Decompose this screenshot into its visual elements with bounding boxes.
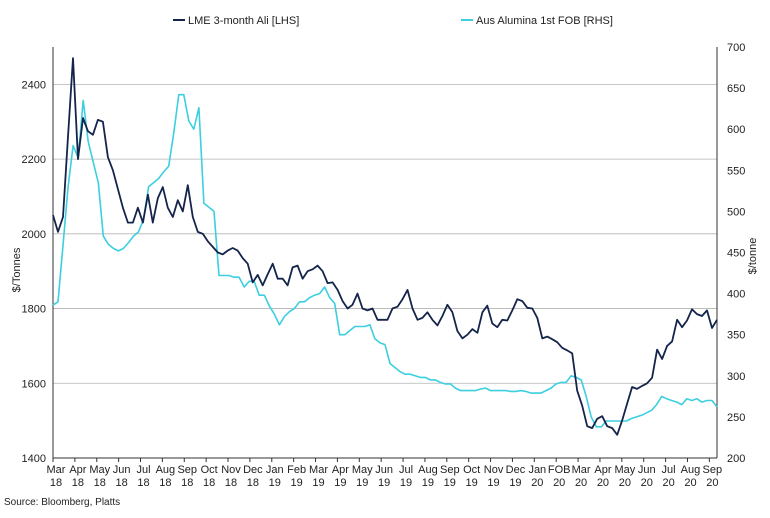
y-tick-label-right: 550 [727, 165, 745, 177]
x-tick-label-month: Apr [69, 464, 86, 476]
series-group [52, 57, 718, 436]
x-tick-label-year: 18 [137, 477, 149, 489]
x-tick-label-year: 19 [334, 477, 346, 489]
x-tick-label-month: May [614, 464, 635, 476]
x-tick-label-month: Aug [418, 464, 438, 476]
x-tick-label-month: Jun [113, 464, 131, 476]
y-tick-label-right: 600 [727, 124, 745, 136]
y-tick-label-right: 650 [727, 83, 745, 95]
axes [52, 47, 718, 459]
y-tick-label-left: 1400 [22, 453, 46, 465]
x-tick-label-month: Nov [221, 464, 241, 476]
x-tick-label-year: 19 [291, 477, 303, 489]
x-tick-label-year: 18 [225, 477, 237, 489]
x-tick-label-month: Jun [638, 464, 656, 476]
legend: LME 3-month Ali [LHS] Aus Alumina 1st FO… [173, 15, 613, 27]
x-axis-ticks: Mar18Apr18May18Jun18Jul18Aug18Sep18Oct18… [47, 458, 723, 489]
x-tick-label-month: Feb [287, 464, 306, 476]
x-tick-label-month: Jul [136, 464, 150, 476]
x-tick-label-year: 20 [662, 477, 674, 489]
y-tick-label-right: 300 [727, 371, 745, 383]
x-tick-label-year: 20 [706, 477, 718, 489]
source-note: Source: Bloomberg, Platts [4, 497, 121, 508]
x-tick-label-year: 19 [269, 477, 281, 489]
x-tick-label-year: 19 [444, 477, 456, 489]
x-tick-label-month: Nov [484, 464, 504, 476]
y-tick-label-right: 400 [727, 289, 745, 301]
y-tick-label-left: 1800 [22, 304, 46, 316]
x-tick-label-year: 20 [619, 477, 631, 489]
y-tick-label-left: 2400 [22, 79, 46, 91]
x-tick-label-month: Sep [703, 464, 723, 476]
x-tick-label-year: 19 [487, 477, 499, 489]
x-tick-label-year: 19 [466, 477, 478, 489]
y-tick-label-right: 350 [727, 330, 745, 342]
series-line-aus-alumina-fob [52, 93, 718, 428]
x-tick-label-month: Aug [681, 464, 701, 476]
y-tick-label-right: 250 [727, 412, 745, 424]
x-tick-label-month: Jun [375, 464, 393, 476]
x-tick-label-year: 19 [312, 477, 324, 489]
y-tick-label-left: 1600 [22, 378, 46, 390]
x-tick-label-month: Dec [506, 464, 526, 476]
x-tick-label-year: 18 [72, 477, 84, 489]
x-tick-label-month: Oct [201, 464, 218, 476]
x-tick-label-year: 20 [553, 477, 565, 489]
x-tick-label-year: 18 [116, 477, 128, 489]
x-tick-label-month: Mar [309, 464, 328, 476]
y-tick-label-right: 450 [727, 248, 745, 260]
x-tick-label-year: 19 [509, 477, 521, 489]
x-tick-label-month: May [89, 464, 110, 476]
x-tick-label-year: 20 [641, 477, 653, 489]
x-tick-label-year: 18 [159, 477, 171, 489]
y-tick-label-right: 700 [727, 42, 745, 54]
legend-label-alumina: Aus Alumina 1st FOB [RHS] [476, 15, 613, 27]
x-tick-label-month: Apr [594, 464, 611, 476]
x-tick-label-month: Jul [399, 464, 413, 476]
left-axis-ticks: 1400 1600 1800 2000 2200 2400 [22, 79, 46, 465]
x-tick-label-month: May [352, 464, 373, 476]
x-tick-label-year: 20 [575, 477, 587, 489]
x-tick-label-year: 20 [684, 477, 696, 489]
y-tick-label-right: 200 [727, 453, 745, 465]
x-tick-label-year: 18 [181, 477, 193, 489]
x-tick-label-year: 18 [94, 477, 106, 489]
x-tick-label-month: Sep [177, 464, 197, 476]
x-tick-label-month: Sep [440, 464, 460, 476]
x-tick-label-month: Oct [463, 464, 480, 476]
x-tick-label-month: Dec [243, 464, 263, 476]
x-tick-label-month: Mar [47, 464, 66, 476]
legend-label-lme: LME 3-month Ali [LHS] [188, 15, 299, 27]
x-tick-label-year: 18 [50, 477, 62, 489]
x-tick-label-year: 20 [597, 477, 609, 489]
gridlines [53, 83, 717, 384]
right-axis-ticks: 200 250 300 350 400 450 500 550 600 650 700 [727, 42, 745, 465]
y-axis-left-label: $/Tonnes [11, 247, 23, 292]
x-tick-label-month: Jan [266, 464, 284, 476]
x-tick-label-month: Mar [572, 464, 591, 476]
x-tick-label-year: 20 [531, 477, 543, 489]
x-tick-label-year: 19 [378, 477, 390, 489]
y-tick-label-left: 2200 [22, 154, 46, 166]
x-tick-label-year: 18 [203, 477, 215, 489]
x-tick-label-month: Jan [528, 464, 546, 476]
y-tick-label-left: 2000 [22, 229, 46, 241]
x-tick-label-month: Apr [332, 464, 349, 476]
series-line-lme-3-month-ali [52, 57, 718, 436]
x-tick-label-month: FOB [548, 464, 571, 476]
y-axis-right-label: $/tonne [747, 238, 759, 275]
x-tick-label-year: 19 [400, 477, 412, 489]
y-tick-label-right: 500 [727, 206, 745, 218]
x-tick-label-month: Jul [662, 464, 676, 476]
x-tick-label-year: 19 [356, 477, 368, 489]
x-tick-label-month: Aug [156, 464, 176, 476]
x-tick-label-year: 18 [247, 477, 259, 489]
x-tick-label-year: 19 [422, 477, 434, 489]
